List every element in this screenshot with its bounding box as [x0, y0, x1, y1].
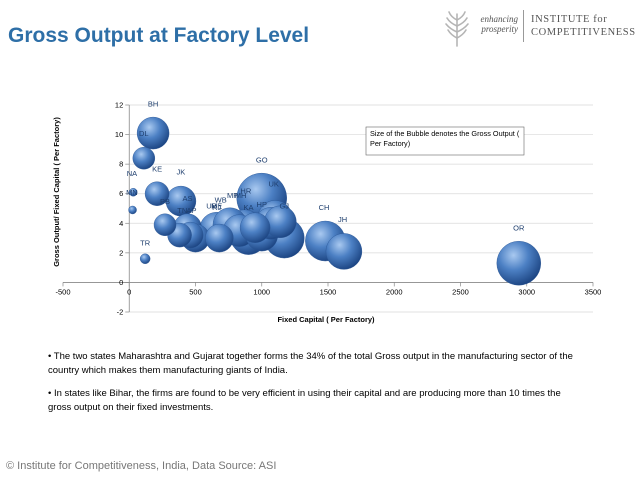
logo-divider	[523, 10, 524, 42]
point-label-mp: MP	[227, 191, 238, 200]
x-tick-label: 0	[127, 287, 131, 296]
point-label-uk: UK	[268, 179, 278, 188]
x-tick-label: 2000	[386, 287, 403, 296]
y-tick-label: 8	[119, 160, 123, 169]
wheat-logo-icon	[445, 11, 469, 47]
tick-labels: -2 0 2 4 6 8 10 12 -500 0 500 1000 1500 2000 2500 3000 3…	[55, 101, 601, 317]
x-tick-label: 2500	[452, 287, 469, 296]
x-tick-label: 1000	[253, 287, 270, 296]
x-tick-label: 1500	[320, 287, 337, 296]
tagline-line-2: prosperity	[481, 24, 518, 34]
y-tick-label: 6	[119, 189, 123, 198]
bubble-bh	[136, 116, 170, 150]
logo-tagline: enhancing prosperity	[470, 14, 519, 34]
point-label-na: NA	[127, 169, 137, 178]
point-label-as: AS	[183, 194, 193, 203]
slide-title: Gross Output at Factory Level	[8, 24, 310, 47]
y-tick-label: 12	[115, 101, 123, 110]
bubble-point	[496, 241, 541, 286]
point-label-ka: KA	[243, 203, 253, 212]
institute-line-2: COMPETITIVENESS	[531, 27, 636, 38]
x-tick-label: -500	[55, 287, 70, 296]
x-tick-label: 3500	[585, 287, 602, 296]
note-2: • In states like Bihar, the firms are fo…	[48, 388, 561, 413]
legend-annotation: Size of the Bubble denotes the Gross Out…	[365, 126, 525, 156]
y-tick-label: 2	[119, 248, 123, 257]
point-label-me: ME	[211, 202, 222, 211]
y-tick-label: 4	[119, 219, 123, 228]
bubble-dl	[132, 147, 156, 170]
point-label-or: OR	[513, 224, 525, 233]
bubble-rj	[205, 223, 234, 253]
bubble-ke	[144, 181, 170, 206]
bubble-pb	[153, 213, 177, 236]
annotation-text: Size of the Bubble denotes the Gross Out…	[370, 129, 520, 148]
point-label-hp: HP	[257, 200, 267, 209]
point-label-jh: JH	[338, 215, 347, 224]
point-label-up: UP	[206, 202, 216, 211]
bubble-tr	[139, 253, 151, 264]
bubble-hr	[239, 212, 271, 243]
point-label-gj: GJ	[279, 202, 289, 211]
point-label-rj: RJ	[212, 203, 221, 212]
bubble-na	[129, 188, 138, 197]
point-label-jk: JK	[177, 167, 186, 176]
point-label-mn: MN	[126, 188, 138, 197]
y-axis-label: Gross Output/ Fixed Capital ( Per Factor…	[52, 117, 61, 267]
institute-name: INSTITUTE for COMPETITIVENESS	[531, 13, 636, 39]
point-label-ap: AP	[187, 206, 197, 215]
point-label-bh: BH	[148, 99, 158, 108]
point-label-hr: HR	[240, 187, 251, 196]
footer-source: © Institute for Competitiveness, India, …	[6, 460, 277, 472]
tagline-line-1: enhancing	[480, 14, 519, 24]
point-label-ch: CH	[319, 203, 330, 212]
institute-logo	[440, 8, 636, 50]
point-label-go: GO	[256, 156, 268, 165]
point-label-wb: WB	[215, 196, 227, 205]
bubbles	[128, 116, 541, 286]
x-axis-label: Fixed Capital ( Per Factory)	[277, 315, 375, 324]
point-label-mh: MH	[235, 191, 247, 200]
x-tick-label: 3000	[518, 287, 535, 296]
commentary: • The two states Maharashtra and Gujarat…	[48, 350, 578, 424]
bubble-mn	[128, 205, 137, 215]
note-1: • The two states Maharashtra and Gujarat…	[48, 351, 573, 376]
y-tick-label: 0	[119, 278, 123, 287]
institute-line-1: INSTITUTE for	[531, 14, 608, 25]
point-label-dl: DL	[139, 129, 149, 138]
point-label-ke: KE	[152, 165, 162, 174]
x-tick-label: 500	[189, 287, 202, 296]
bubble-jh	[325, 233, 363, 270]
point-label-pb: PB	[160, 197, 170, 206]
point-label-tr: TR	[140, 238, 151, 247]
point-label-tn: TN	[177, 206, 187, 215]
y-tick-label: -2	[117, 308, 124, 317]
y-tick-label: 10	[115, 130, 123, 139]
